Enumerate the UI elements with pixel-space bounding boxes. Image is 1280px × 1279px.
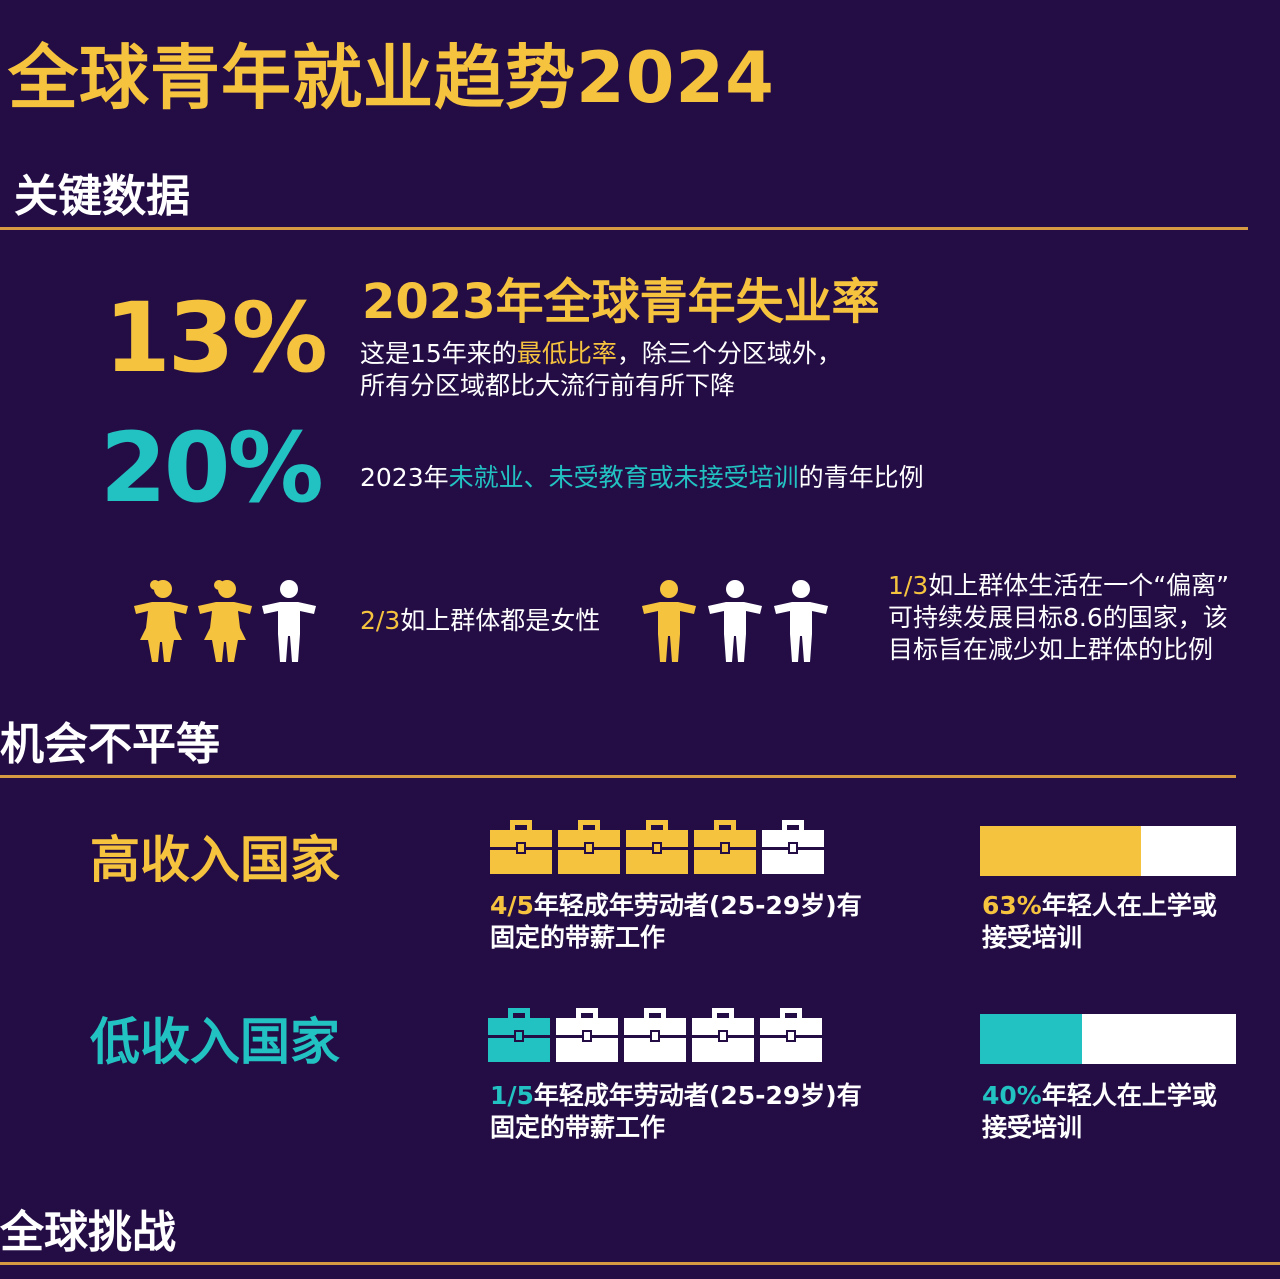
text-line: 固定的带薪工作 xyxy=(490,1113,666,1142)
male-person-icon xyxy=(770,578,832,664)
briefcase-icon xyxy=(760,1006,822,1062)
text-segment: ，除三个分区域外， xyxy=(616,339,842,368)
stat-neet-description: 2023年未就业、未受教育或未接受培训的青年比例 xyxy=(360,462,924,494)
text-segment: 年轻人在上学或 xyxy=(1041,891,1217,920)
female-person-icon xyxy=(194,578,256,664)
briefcase-icon xyxy=(556,1006,618,1062)
people-icons-group2 xyxy=(638,578,832,664)
low-income-label: 低收入国家 xyxy=(90,1013,340,1071)
stat-unemployment-description: 这是15年来的最低比率，除三个分区域外， 所有分区域都比大流行前有所下降 xyxy=(360,338,842,402)
briefcase-icon xyxy=(626,818,688,874)
high-income-education-bar xyxy=(980,826,1236,876)
page-title: 全球青年就业趋势2024 xyxy=(8,37,775,119)
section-heading-global-challenges: 全球挑战 xyxy=(0,1207,176,1258)
male-person-icon xyxy=(704,578,766,664)
text-segment: 年轻成年劳动者(25-29岁)有 xyxy=(533,1081,862,1110)
briefcase-icon xyxy=(692,1006,754,1062)
female-person-icon xyxy=(130,578,192,664)
highlight-text: 未就业、未受教育或未接受培训 xyxy=(448,463,799,492)
briefcase-icon xyxy=(558,818,620,874)
percent-highlight: 40% xyxy=(982,1081,1042,1110)
text-line: 接受培训 xyxy=(982,923,1083,952)
text-segment: 这是15年来的 xyxy=(360,339,517,368)
highlight-text: 最低比率 xyxy=(516,339,617,368)
section-divider xyxy=(0,775,1236,778)
fraction-highlight: 1/5 xyxy=(490,1081,534,1110)
bar-fill xyxy=(980,1014,1083,1064)
fraction-highlight: 2/3 xyxy=(360,606,401,635)
low-income-education-caption: 40%年轻人在上学或 接受培训 xyxy=(982,1080,1217,1144)
text-segment: 2023年 xyxy=(360,463,449,492)
stat-unemployment-heading: 2023年全球青年失业率 xyxy=(362,274,880,330)
stat-neet-value: 20% xyxy=(100,412,324,524)
text-segment: 如上群体都是女性 xyxy=(400,606,601,635)
stat-unemployment-value: 13% xyxy=(104,282,328,394)
text-segment: 年轻成年劳动者(25-29岁)有 xyxy=(533,891,862,920)
group2-caption: 1/3如上群体生活在一个“偏离” 可持续发展目标8.6的国家，该 目标旨在减少如… xyxy=(888,570,1229,666)
section-heading-inequality: 机会不平等 xyxy=(0,719,220,770)
male-person-icon xyxy=(258,578,320,664)
text-line: 可持续发展目标8.6的国家，该 xyxy=(888,603,1228,632)
group1-caption: 2/3如上群体都是女性 xyxy=(360,605,600,637)
briefcase-icon xyxy=(490,818,552,874)
bar-remainder xyxy=(1141,826,1236,876)
text-line: 目标旨在减少如上群体的比例 xyxy=(888,635,1214,664)
briefcase-icons-high-income xyxy=(490,818,824,874)
briefcase-icon xyxy=(488,1006,550,1062)
briefcase-icon xyxy=(694,818,756,874)
section-divider xyxy=(0,227,1248,230)
people-icons-group1 xyxy=(130,578,320,664)
text-segment: 的青年比例 xyxy=(798,463,924,492)
fraction-highlight: 1/3 xyxy=(888,571,929,600)
text-line: 所有分区域都比大流行前有所下降 xyxy=(360,371,736,400)
bar-fill xyxy=(980,826,1142,876)
briefcase-icon xyxy=(762,818,824,874)
text-line: 接受培训 xyxy=(982,1113,1083,1142)
low-income-work-caption: 1/5年轻成年劳动者(25-29岁)有 固定的带薪工作 xyxy=(490,1080,862,1144)
text-segment: 如上群体生活在一个“偏离” xyxy=(928,571,1230,600)
section-heading-key-data: 关键数据 xyxy=(14,171,190,222)
fraction-highlight: 4/5 xyxy=(490,891,534,920)
briefcase-icon xyxy=(624,1006,686,1062)
section-divider xyxy=(0,1262,1280,1265)
percent-highlight: 63% xyxy=(982,891,1042,920)
text-segment: 年轻人在上学或 xyxy=(1041,1081,1217,1110)
briefcase-icons-low-income xyxy=(488,1006,822,1062)
high-income-work-caption: 4/5年轻成年劳动者(25-29岁)有 固定的带薪工作 xyxy=(490,890,862,954)
low-income-education-bar xyxy=(980,1014,1236,1064)
text-line: 固定的带薪工作 xyxy=(490,923,666,952)
bar-remainder xyxy=(1082,1014,1236,1064)
male-person-icon xyxy=(638,578,700,664)
high-income-education-caption: 63%年轻人在上学或 接受培训 xyxy=(982,890,1217,954)
high-income-label: 高收入国家 xyxy=(90,831,340,889)
